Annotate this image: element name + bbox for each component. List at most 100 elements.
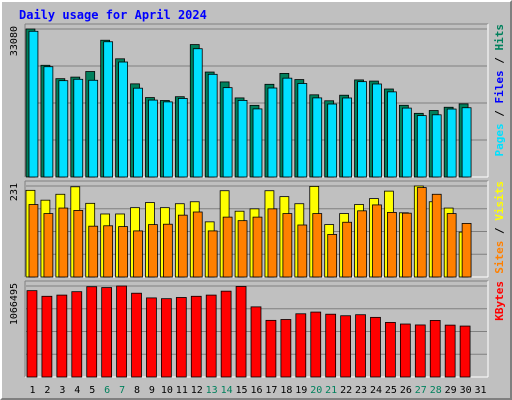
bar-files-day-3	[58, 80, 69, 178]
bar-sites-day-25	[387, 211, 397, 278]
bar-kbytes-day-9	[146, 297, 157, 378]
bar-sites-day-6	[103, 225, 114, 278]
right-axis-label: Sites / Visits	[493, 181, 506, 274]
day-label-14: 14	[221, 385, 233, 396]
day-label-21: 21	[325, 385, 337, 396]
day-label-3: 3	[59, 385, 65, 396]
day-axis-labels: 1 2 3 4 5 6 7 8 9 10 11 12 13 14 15 16 17 18 19 20 21 22 23 24 2…	[29, 385, 486, 396]
chart-title: Daily usage for April 2024	[19, 8, 207, 22]
day-label-31: 31	[475, 385, 487, 396]
bar-kbytes-day-16	[250, 306, 262, 378]
bar-kbytes-day-22	[340, 315, 351, 378]
bar-files-day-12	[192, 48, 203, 178]
bar-sites-day-19	[297, 224, 308, 278]
bar-sites-day-13	[207, 230, 218, 278]
bar-sites-day-14	[222, 216, 233, 278]
day-label-19: 19	[295, 385, 307, 396]
day-label-6: 6	[104, 385, 110, 396]
day-label-18: 18	[280, 385, 292, 396]
day-label-27: 27	[415, 385, 427, 396]
bar-kbytes-day-5	[86, 286, 98, 378]
bar-kbytes-day-7	[116, 285, 127, 378]
bar-kbytes-day-1	[26, 290, 38, 378]
bar-sites-day-12	[192, 211, 203, 278]
bar-files-day-18	[282, 77, 293, 178]
bar-sites-day-22	[342, 221, 352, 278]
y-max-label: 33080	[9, 26, 20, 56]
day-label-7: 7	[119, 385, 125, 396]
bar-kbytes-day-29	[444, 324, 456, 378]
bar-files-day-24	[372, 83, 382, 178]
day-label-24: 24	[370, 385, 382, 396]
day-label-26: 26	[400, 385, 412, 396]
bar-kbytes-day-30	[459, 325, 471, 378]
bar-kbytes-day-3	[56, 294, 68, 378]
day-label-23: 23	[355, 385, 367, 396]
bar-files-day-2	[43, 66, 54, 178]
bar-kbytes-day-15	[235, 286, 247, 378]
bar-sites-day-29	[446, 213, 457, 278]
bar-files-day-27	[416, 115, 427, 178]
bar-files-day-23	[357, 81, 367, 178]
bar-sites-day-26	[401, 212, 412, 278]
day-label-1: 1	[29, 385, 35, 396]
day-label-9: 9	[149, 385, 155, 396]
bar-kbytes-day-10	[161, 298, 172, 378]
bar-files-day-5	[88, 79, 99, 178]
day-label-28: 28	[430, 385, 442, 396]
bar-files-day-29	[446, 108, 457, 178]
bar-sites-day-21	[327, 234, 338, 278]
day-label-12: 12	[191, 385, 203, 396]
bar-kbytes-day-2	[41, 295, 53, 378]
bar-files-day-28	[431, 114, 442, 178]
bar-files-day-10	[163, 101, 173, 178]
bar-kbytes-day-14	[220, 290, 232, 378]
day-label-5: 5	[89, 385, 95, 396]
bar-sites-day-5	[88, 225, 99, 278]
bar-files-day-19	[297, 83, 308, 178]
bar-kbytes-day-12	[190, 295, 202, 378]
bar-sites-day-24	[372, 204, 382, 278]
day-label-22: 22	[340, 385, 352, 396]
bar-kbytes-day-24	[370, 316, 381, 378]
bar-files-day-20	[312, 97, 323, 178]
right-axis-label: KBytes	[493, 281, 506, 321]
bar-sites-day-4	[73, 210, 84, 278]
bar-kbytes-day-23	[355, 314, 366, 378]
bar-files-day-22	[342, 97, 352, 178]
bar-sites-day-17	[267, 208, 278, 278]
bar-kbytes-day-6	[101, 287, 113, 378]
bar-files-day-21	[327, 103, 338, 178]
bar-kbytes-day-13	[205, 294, 217, 378]
bar-kbytes-day-27	[414, 324, 426, 378]
day-label-4: 4	[74, 385, 80, 396]
right-axis-label: Pages / Files / Hits	[493, 24, 506, 157]
bar-files-day-13	[207, 73, 218, 178]
day-label-25: 25	[385, 385, 397, 396]
bar-files-day-26	[401, 107, 412, 178]
bar-sites-day-28	[431, 193, 442, 278]
bar-sites-day-18	[282, 213, 293, 278]
bar-kbytes-day-18	[280, 319, 292, 378]
bar-sites-day-27	[416, 187, 427, 278]
bar-files-day-14	[222, 87, 233, 178]
day-label-30: 30	[460, 385, 472, 396]
bar-sites-day-20	[312, 213, 323, 278]
bar-files-day-11	[177, 98, 188, 178]
chart-panels: 33080 Pages / Files / Hits 231 Sites / Visi…	[9, 23, 506, 378]
bar-sites-day-15	[237, 220, 248, 278]
bar-sites-day-1	[28, 204, 39, 278]
bar-kbytes-day-8	[131, 292, 142, 378]
bar-sites-day-3	[58, 207, 69, 278]
bar-sites-day-10	[163, 223, 173, 278]
bar-sites-day-30	[461, 223, 472, 278]
bar-kbytes-day-25	[385, 321, 396, 378]
day-label-13: 13	[206, 385, 218, 396]
bar-files-day-17	[267, 87, 278, 178]
bar-sites-day-11	[177, 214, 188, 278]
bar-sites-day-2	[43, 213, 54, 278]
bar-files-day-30	[461, 107, 472, 178]
bar-files-day-8	[133, 87, 143, 178]
bar-kbytes-day-4	[71, 291, 83, 378]
